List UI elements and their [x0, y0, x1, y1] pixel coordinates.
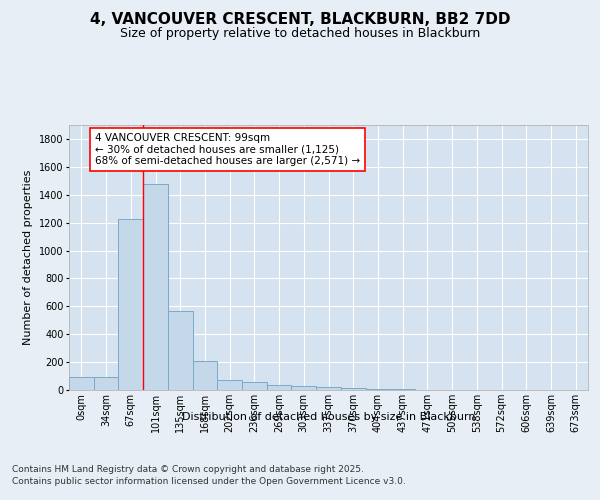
Text: Distribution of detached houses by size in Blackburn: Distribution of detached houses by size …	[182, 412, 476, 422]
Bar	[292, 386, 316, 390]
Bar	[94, 378, 118, 390]
Bar	[69, 378, 94, 390]
Bar	[316, 387, 341, 390]
Bar	[341, 388, 365, 390]
Bar	[168, 310, 193, 390]
Bar	[217, 380, 242, 390]
Text: Contains public sector information licensed under the Open Government Licence v3: Contains public sector information licen…	[12, 478, 406, 486]
Bar	[118, 219, 143, 390]
Bar	[193, 362, 217, 390]
Bar	[143, 184, 168, 390]
Text: 4 VANCOUVER CRESCENT: 99sqm
← 30% of detached houses are smaller (1,125)
68% of : 4 VANCOUVER CRESCENT: 99sqm ← 30% of det…	[95, 133, 360, 166]
Bar	[267, 384, 292, 390]
Bar	[242, 382, 267, 390]
Text: Size of property relative to detached houses in Blackburn: Size of property relative to detached ho…	[120, 28, 480, 40]
Text: Contains HM Land Registry data © Crown copyright and database right 2025.: Contains HM Land Registry data © Crown c…	[12, 465, 364, 474]
Y-axis label: Number of detached properties: Number of detached properties	[23, 170, 33, 345]
Bar	[365, 389, 390, 390]
Text: 4, VANCOUVER CRESCENT, BLACKBURN, BB2 7DD: 4, VANCOUVER CRESCENT, BLACKBURN, BB2 7D…	[90, 12, 510, 28]
